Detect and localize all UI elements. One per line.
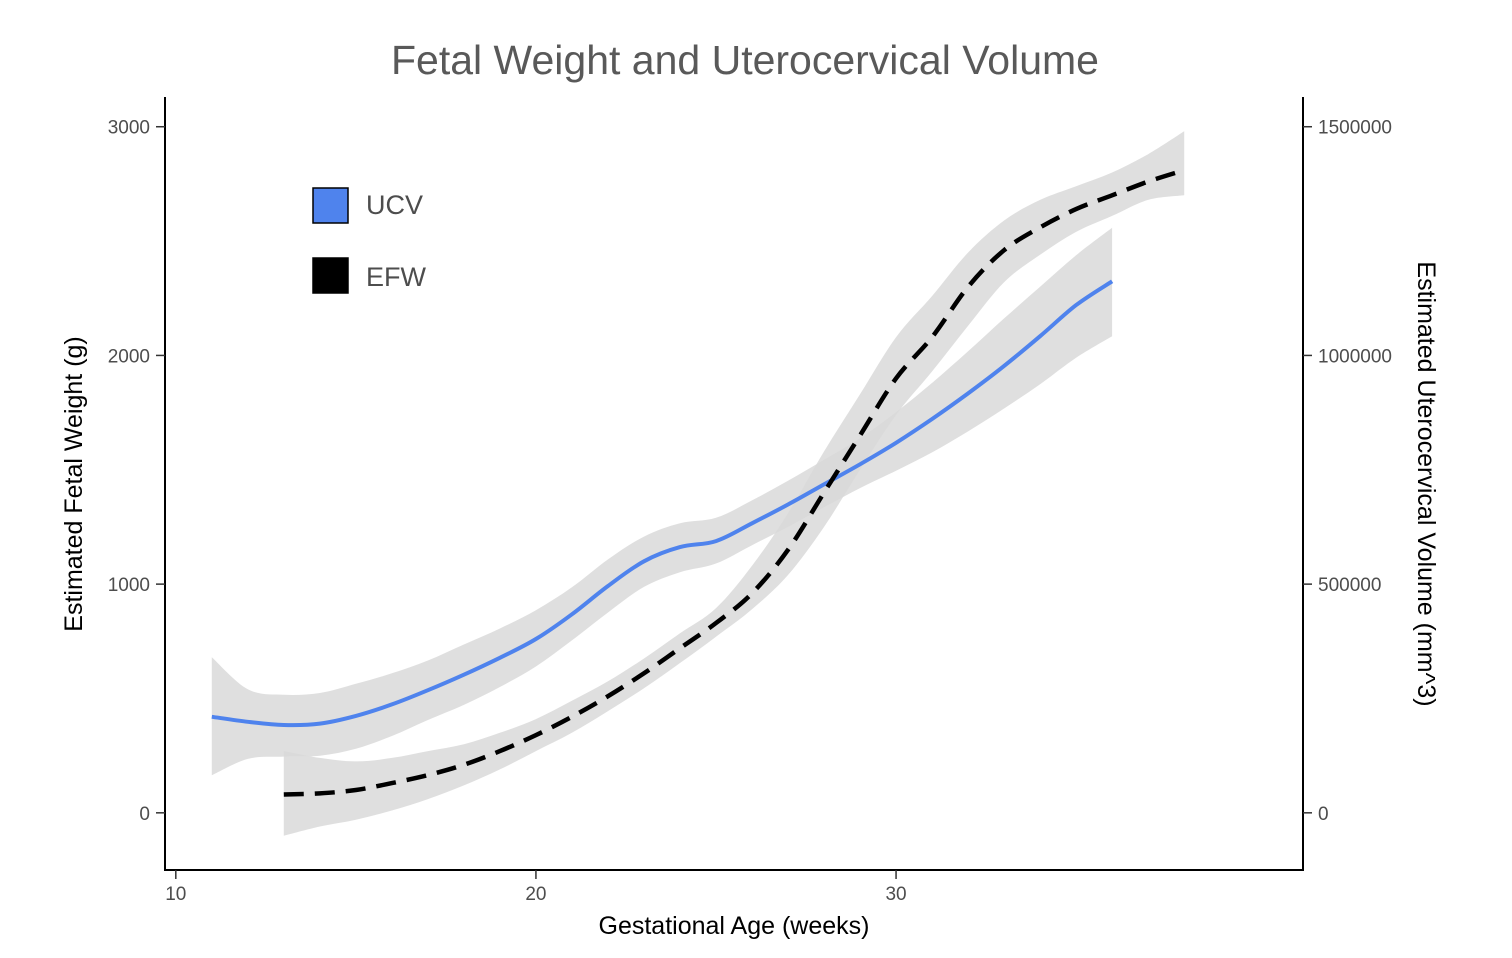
x-tick-label: 10 [165,884,186,905]
x-tick-label: 30 [885,884,906,905]
legend-swatch-ucv [312,187,349,224]
axes [164,97,1304,871]
x-tick-label: 20 [525,884,546,905]
y-left-tick-label: 0 [139,804,150,825]
legend: UCV EFW [312,187,427,294]
series-line-ucv [211,279,1114,728]
confidence-band-efw [283,131,1185,836]
y-left-axis-title: Estimated Fetal Weight (g) [60,336,88,631]
confidence-band-ucv [211,227,1113,776]
y-left-tick-label: 3000 [108,118,150,139]
y-left-tick-label: 2000 [108,346,150,367]
confidence-bands [211,131,1185,836]
y-right-tick-label: 1500000 [1318,118,1392,139]
y-right-tick-label: 500000 [1318,575,1381,596]
legend-swatch-efw [312,257,349,294]
axis-ticks: 10 20 30 0 1000 2000 3000 0 500000 1000000 1500000 [108,118,1392,905]
x-axis-title: Gestational Age (weeks) [599,912,870,940]
y-right-tick-label: 0 [1318,804,1329,825]
y-right-axis-title: Estimated Uterocervical Volume (mm^3) [1412,261,1440,706]
series-line-efw [283,168,1185,797]
legend-label-efw: EFW [366,262,427,292]
series-lines [211,168,1185,797]
y-right-tick-label: 1000000 [1318,346,1392,367]
legend-label-ucv: UCV [366,190,423,220]
y-left-tick-label: 1000 [108,575,150,596]
chart-title: Fetal Weight and Uterocervical Volume [391,37,1099,83]
